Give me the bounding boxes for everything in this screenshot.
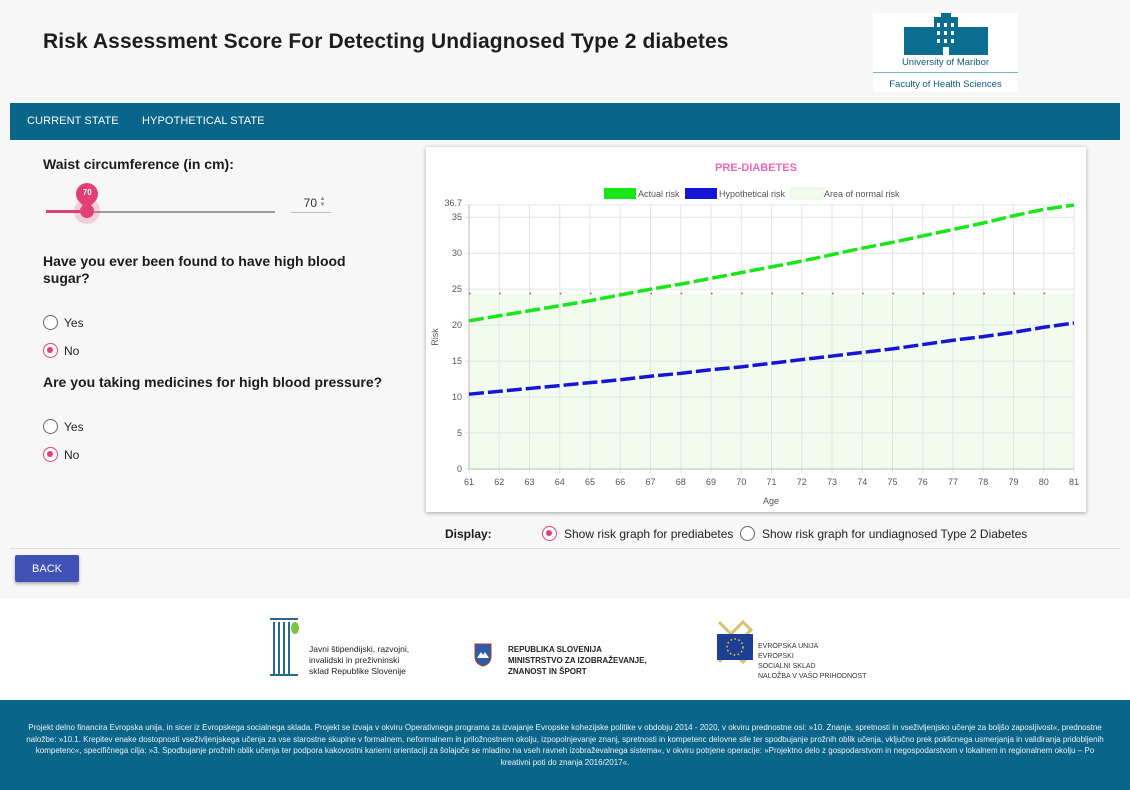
x-tick-label: 68 [676,477,686,487]
x-tick-label: 65 [585,477,595,487]
prediabetes-graph-label: Show risk graph for prediabetes [564,527,734,541]
x-tick-label: 64 [555,477,565,487]
fund-text: Javni štipendijski, razvojni, invalidski… [309,644,410,676]
waist-slider-bubble-value: 70 [82,188,92,197]
ministry-text: REPUBLIKA SLOVENIJA MINISTRSTVO ZA IZOBR… [508,645,647,676]
legend-swatch-2 [790,187,824,200]
waist-stepper-icon[interactable]: ▲ ▼ [319,196,326,208]
x-tick-label: 72 [797,477,807,487]
navbar: CURRENT STATE HYPOTHETICAL STATE [10,103,1120,140]
x-tick-label: 76 [918,477,928,487]
diabetes-graph-label: Show risk graph for undiagnosed Type 2 D… [762,527,1028,541]
blood-sugar-yes-label: Yes [64,316,84,330]
x-tick-label: 81 [1069,477,1079,487]
medicines-yes-radio[interactable] [43,419,58,434]
blood-sugar-yes-radio[interactable] [43,315,58,330]
y-max-label: 36.7 [444,198,462,208]
legend-label-2: Area of normal risk [824,189,900,199]
legend-label-1: Hypothetical risk [719,189,786,199]
x-tick-label: 74 [857,477,867,487]
medicines-no-label: No [64,448,80,462]
back-button[interactable]: BACK [15,555,79,582]
sponsor-logos: Javni štipendijski, razvojni, invalidski… [0,598,1130,700]
university-building-icon [904,13,988,55]
university-logo: University of Maribor Faculty of Health … [873,13,1018,92]
fund-columns-icon [270,618,299,676]
header: Risk Assessment Score For Detecting Undi… [0,0,1130,103]
x-tick-label: 79 [1008,477,1018,487]
blood-sugar-question: Have you ever been found to have high bl… [43,253,346,286]
x-tick-label: 62 [494,477,504,487]
y-tick-label: 30 [452,248,462,258]
y-tick-label: 25 [452,284,462,294]
tab-current-state[interactable]: CURRENT STATE [27,115,119,127]
diabetes-graph-radio[interactable] [740,526,755,541]
tab-hypothetical-state[interactable]: HYPOTHETICAL STATE [142,115,265,127]
university-name: University of Maribor [901,57,990,68]
footer: Projekt delno financira Evropska unija, … [0,700,1130,790]
x-tick-label: 77 [948,477,958,487]
x-tick-label: 67 [645,477,655,487]
x-tick-label: 73 [827,477,837,487]
x-tick-label: 70 [736,477,746,487]
series-line-0 [468,203,1075,323]
risk-chart-card: PRE-DIABETES Actual risk Hypothetical risk… [426,147,1086,512]
waist-slider-track[interactable] [46,211,275,213]
display-label: Display: [445,527,492,541]
series-line-1 [468,321,1075,396]
chart-title: PRE-DIABETES [715,162,797,174]
waist-slider-thumb[interactable] [80,204,95,218]
y-axis-label: Risk [430,328,440,346]
y-tick-label: 20 [452,320,462,330]
page-title: Risk Assessment Score For Detecting Undi… [43,30,729,53]
y-tick-label: 15 [452,356,462,366]
medicines-yes-label: Yes [64,420,84,434]
x-tick-label: 78 [978,477,988,487]
y-tick-label: 5 [457,428,462,438]
eu-text: EVROPSKA UNIJA EVROPSKI SOCIALNI SKLAD N… [758,643,867,680]
x-tick-label: 80 [1039,477,1049,487]
x-tick-label: 63 [524,477,534,487]
content-divider [10,548,1120,549]
y-tick-label: 10 [452,392,462,402]
y-tick-label: 0 [457,464,462,474]
footer-text: Projekt delno financira Evropska unija, … [26,723,1104,767]
waist-label: Waist circumference (in cm): [43,156,234,172]
legend-label-0: Actual risk [638,189,680,199]
medicines-no-radio[interactable] [43,447,58,462]
x-tick-label: 69 [706,477,716,487]
legend-swatch-0 [604,188,636,199]
waist-slider-fill [46,210,88,213]
blood-sugar-no-radio[interactable] [43,343,58,358]
x-axis-label: Age [763,496,779,506]
y-tick-label: 35 [452,212,462,222]
eu-flag-icon [717,620,753,665]
x-tick-label: 75 [887,477,897,487]
prediabetes-graph-radio[interactable] [542,526,557,541]
medicines-question: Are you taking medicines for high blood … [43,374,383,390]
legend-swatch-1 [685,188,717,199]
slovenia-coat-of-arms-icon [474,643,492,667]
x-tick-label: 66 [615,477,625,487]
faculty-name: Faculty of Health Sciences [889,79,1002,90]
x-tick-label: 71 [766,477,776,487]
logo-divider [873,72,1018,73]
x-tick-label: 61 [464,477,474,487]
waist-number-input[interactable] [291,193,331,213]
blood-sugar-no-label: No [64,344,80,358]
risk-chart: PRE-DIABETES Actual risk Hypothetical risk… [430,162,1079,506]
